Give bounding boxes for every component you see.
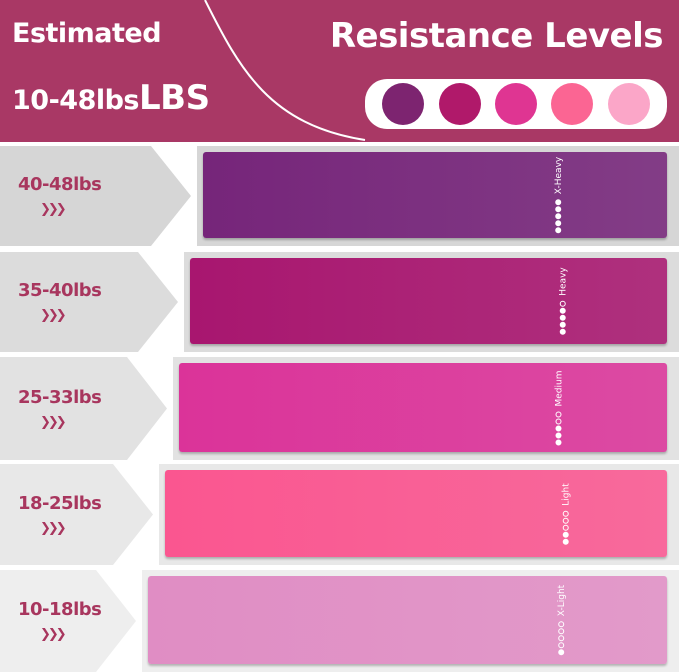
resistance-row: 35-40lbs ❯❯❯ Heavy	[0, 252, 679, 352]
level-marker: X-Light	[556, 584, 567, 656]
arrows-icon: ❯❯❯	[40, 520, 67, 536]
weight-label: 40-48lbs	[18, 174, 102, 195]
arrows-icon: ❯❯❯	[40, 627, 67, 642]
header-banner: Estimated 10-48lbsLBS Resistance Levels	[0, 0, 679, 142]
color-swatch	[551, 83, 594, 125]
label-panel	[0, 252, 178, 352]
estimated-label: Estimated	[12, 18, 162, 49]
level-dots-icon	[554, 198, 564, 234]
level-marker: X-Heavy	[553, 156, 564, 234]
color-swatch	[382, 83, 425, 125]
arrows-icon: ❯❯❯	[40, 414, 67, 430]
weight-label: 35-40lbs	[18, 280, 102, 301]
level-dots-icon	[561, 509, 571, 545]
level-marker: Medium	[555, 370, 565, 445]
label-panel	[0, 146, 191, 246]
range-value: 10-48lbs	[12, 85, 140, 116]
label-panel	[0, 357, 167, 460]
resistance-band: Heavy	[190, 258, 667, 344]
weight-label: 18-25lbs	[18, 492, 102, 514]
weight-label: 10-18lbs	[18, 599, 102, 620]
label-panel	[0, 570, 136, 672]
level-label: Light	[561, 482, 572, 506]
level-label: X-Heavy	[553, 156, 564, 195]
color-swatch	[438, 83, 481, 125]
level-marker: Heavy	[558, 267, 569, 335]
level-marker: Light	[561, 482, 572, 545]
resistance-row: 40-48lbs ❯❯❯ X-Heavy	[0, 146, 679, 246]
resistance-band: X-Heavy	[203, 152, 667, 238]
color-swatch	[494, 83, 537, 125]
color-swatches	[365, 79, 667, 129]
divider-curve	[204, 0, 366, 141]
arrows-icon: ❯❯❯	[40, 308, 67, 323]
arrows-icon: ❯❯❯	[40, 202, 67, 217]
page-title: Resistance Levels	[329, 16, 664, 56]
resistance-row: 10-18lbs ❯❯❯ X-Light	[0, 570, 679, 672]
color-swatch	[607, 83, 650, 125]
level-label: X-Light	[556, 584, 567, 617]
resistance-band: Medium	[179, 363, 667, 452]
level-dots-icon	[558, 300, 568, 335]
resistance-row: 18-25lbs ❯❯❯ Light	[0, 464, 679, 565]
unit-label: LBS	[139, 78, 210, 118]
level-label: Heavy	[558, 267, 569, 296]
level-dots-icon	[555, 410, 565, 445]
resistance-band: X-Light	[148, 576, 667, 664]
level-label: Medium	[554, 370, 565, 406]
range-label: 10-48lbsLBS	[12, 78, 210, 118]
resistance-band: Light	[165, 470, 667, 557]
level-dots-icon	[557, 620, 567, 656]
weight-label: 25-33lbs	[18, 386, 102, 408]
label-panel	[0, 464, 153, 565]
resistance-row: 25-33lbs ❯❯❯ Medium	[0, 357, 679, 460]
